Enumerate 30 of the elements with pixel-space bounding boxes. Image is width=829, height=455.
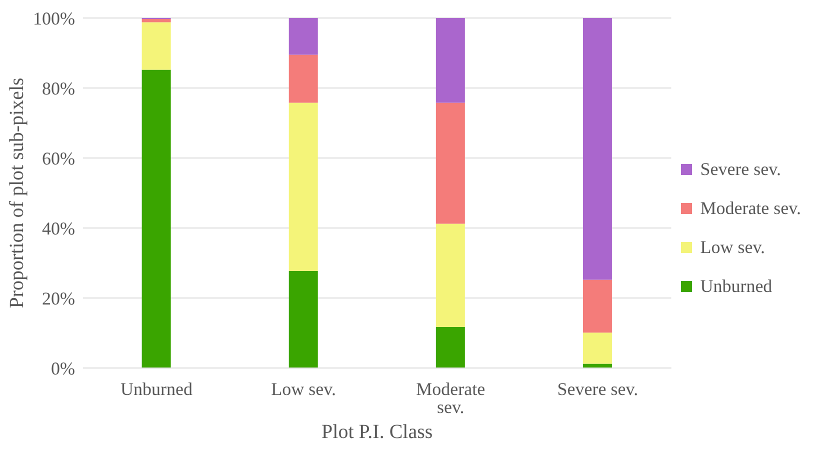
bar — [288, 102, 318, 272]
bar — [436, 18, 465, 103]
bar — [142, 19, 171, 22]
y-axis-title: Proportion of plot sub-pixels — [6, 78, 28, 308]
bar — [582, 18, 612, 280]
bar — [142, 70, 171, 368]
y-tick-label: 20% — [42, 288, 75, 308]
x-tick-label: Low sev. — [271, 378, 336, 399]
bar — [288, 54, 318, 103]
y-tick-label: 100% — [33, 8, 75, 28]
x-tick-label: Severe sev. — [557, 378, 638, 399]
bar — [582, 280, 612, 333]
legend-label: Low sev. — [700, 237, 766, 258]
x-tick-label: Unburned — [120, 378, 193, 399]
legend-label: Unburned — [700, 276, 772, 297]
y-tick-label: 80% — [42, 78, 75, 98]
legend-label: Moderate sev. — [700, 198, 801, 219]
y-tick-label: 40% — [42, 218, 75, 238]
bar — [288, 18, 318, 55]
bar — [142, 22, 171, 70]
bar — [288, 271, 318, 368]
legend-label: Severe sev. — [700, 159, 782, 180]
bar — [436, 102, 465, 224]
bar — [582, 332, 612, 364]
bar — [436, 327, 465, 368]
y-tick-label: 60% — [42, 148, 75, 168]
x-tick-label: Moderate sev. — [416, 378, 486, 417]
x-axis-title: Plot P.I. Class — [322, 421, 433, 443]
y-tick-label: 0% — [51, 358, 75, 378]
bar — [436, 224, 465, 328]
